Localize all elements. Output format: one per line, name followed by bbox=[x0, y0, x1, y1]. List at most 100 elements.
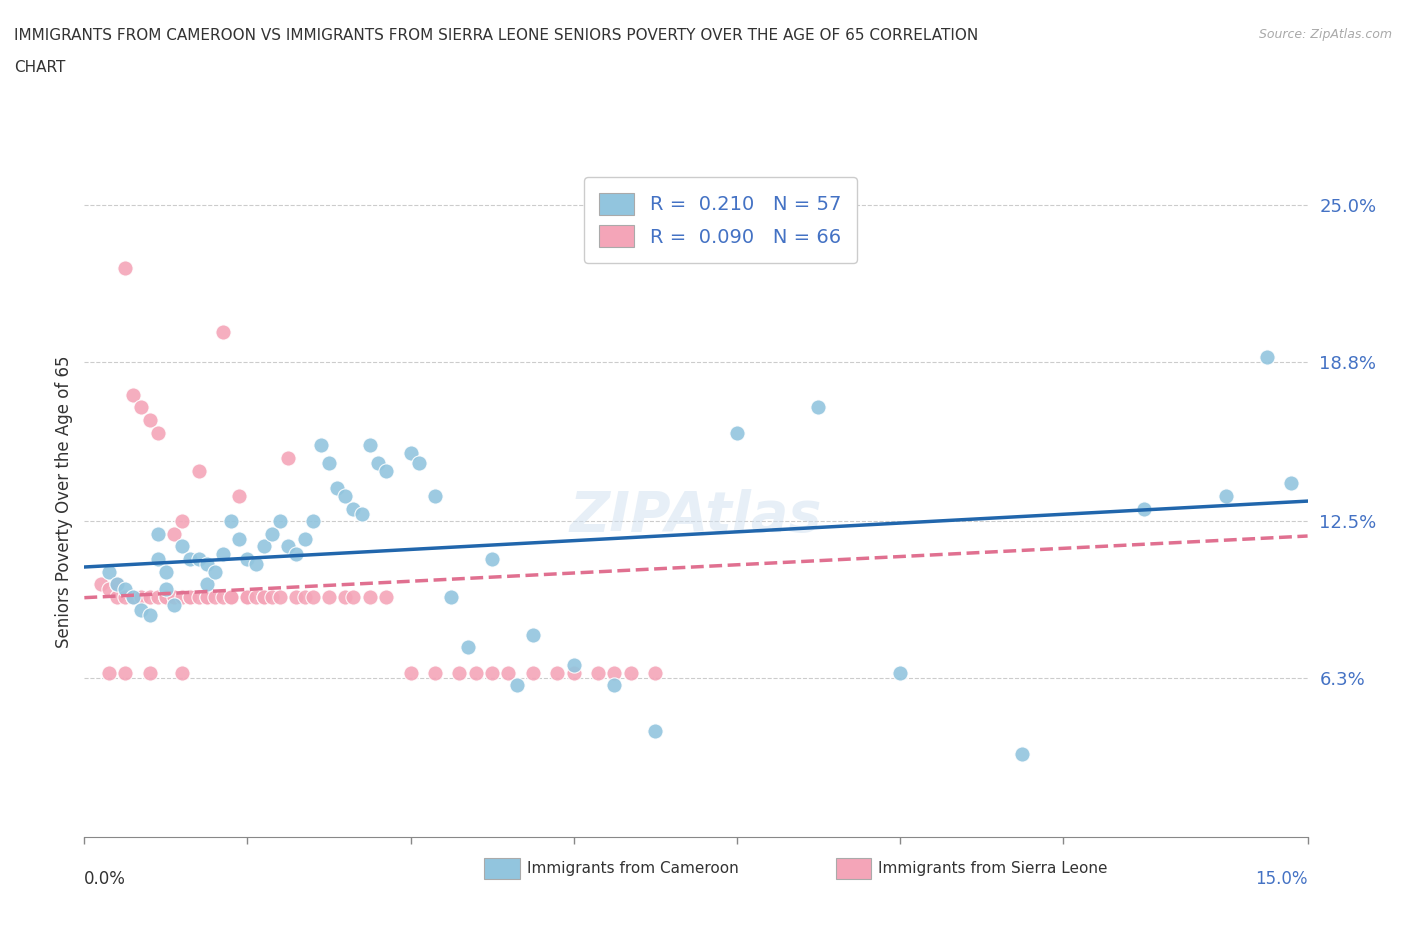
Point bbox=[1256, 350, 1278, 365]
Text: Immigrants from Cameroon: Immigrants from Cameroon bbox=[526, 861, 738, 876]
Point bbox=[807, 400, 830, 415]
Point bbox=[97, 565, 120, 579]
Point bbox=[725, 425, 748, 440]
Point bbox=[318, 456, 340, 471]
Point bbox=[1215, 488, 1237, 503]
Point bbox=[172, 539, 194, 554]
Point bbox=[260, 526, 283, 541]
Point bbox=[204, 590, 226, 604]
Point bbox=[179, 590, 201, 604]
Point bbox=[163, 526, 186, 541]
Point bbox=[114, 582, 136, 597]
Text: 15.0%: 15.0% bbox=[1256, 870, 1308, 887]
Point bbox=[122, 590, 145, 604]
Point bbox=[172, 590, 194, 604]
Point bbox=[309, 438, 332, 453]
Point bbox=[408, 456, 430, 471]
Point bbox=[644, 665, 666, 680]
Point bbox=[440, 590, 463, 604]
Point bbox=[301, 590, 323, 604]
Point bbox=[481, 551, 503, 566]
Text: Source: ZipAtlas.com: Source: ZipAtlas.com bbox=[1258, 28, 1392, 41]
Point bbox=[195, 577, 218, 591]
Point bbox=[522, 665, 544, 680]
Point bbox=[195, 557, 218, 572]
Point bbox=[294, 531, 316, 546]
Point bbox=[301, 513, 323, 528]
Point bbox=[620, 665, 643, 680]
Point bbox=[522, 628, 544, 643]
Point bbox=[114, 261, 136, 276]
Point bbox=[498, 665, 520, 680]
Text: ZIPAtlas: ZIPAtlas bbox=[569, 488, 823, 542]
Point bbox=[114, 665, 136, 680]
Point bbox=[399, 445, 422, 460]
Point bbox=[204, 565, 226, 579]
Point bbox=[219, 513, 242, 528]
Point bbox=[367, 456, 389, 471]
Point bbox=[342, 501, 364, 516]
Point bbox=[253, 539, 276, 554]
Point bbox=[195, 590, 218, 604]
FancyBboxPatch shape bbox=[484, 858, 520, 879]
Point bbox=[562, 658, 585, 672]
Point bbox=[603, 665, 626, 680]
Point bbox=[423, 488, 446, 503]
Point bbox=[464, 665, 486, 680]
Point bbox=[138, 607, 160, 622]
Point bbox=[236, 551, 259, 566]
Point bbox=[326, 481, 349, 496]
Point bbox=[195, 590, 218, 604]
Text: Immigrants from Sierra Leone: Immigrants from Sierra Leone bbox=[877, 861, 1108, 876]
Point bbox=[277, 450, 299, 465]
Point bbox=[318, 590, 340, 604]
Point bbox=[146, 425, 169, 440]
Point bbox=[105, 577, 128, 591]
Point bbox=[187, 590, 209, 604]
Point bbox=[342, 590, 364, 604]
Point bbox=[423, 665, 446, 680]
Point bbox=[179, 551, 201, 566]
Point bbox=[138, 590, 160, 604]
Point bbox=[114, 590, 136, 604]
Point bbox=[449, 665, 471, 680]
Point bbox=[253, 590, 276, 604]
Point bbox=[172, 665, 194, 680]
Point bbox=[163, 597, 186, 612]
Point bbox=[359, 590, 381, 604]
Point bbox=[179, 590, 201, 604]
Point bbox=[359, 438, 381, 453]
Y-axis label: Seniors Poverty Over the Age of 65: Seniors Poverty Over the Age of 65 bbox=[55, 356, 73, 648]
Point bbox=[228, 531, 250, 546]
Point bbox=[285, 547, 308, 562]
Point bbox=[105, 577, 128, 591]
Point bbox=[219, 590, 242, 604]
Text: 0.0%: 0.0% bbox=[84, 870, 127, 887]
Point bbox=[335, 488, 357, 503]
Point bbox=[146, 551, 169, 566]
Point bbox=[155, 590, 177, 604]
Point bbox=[155, 590, 177, 604]
Point bbox=[505, 678, 527, 693]
Point bbox=[146, 590, 169, 604]
Point bbox=[457, 640, 479, 655]
Point bbox=[212, 590, 235, 604]
FancyBboxPatch shape bbox=[835, 858, 870, 879]
Point bbox=[163, 590, 186, 604]
Point bbox=[155, 582, 177, 597]
Point bbox=[155, 590, 177, 604]
Point bbox=[375, 463, 398, 478]
Point bbox=[245, 590, 267, 604]
Point bbox=[245, 557, 267, 572]
Point bbox=[172, 513, 194, 528]
Point bbox=[253, 590, 276, 604]
Point bbox=[97, 665, 120, 680]
Point bbox=[269, 513, 291, 528]
Point bbox=[187, 463, 209, 478]
Point bbox=[285, 590, 308, 604]
Point bbox=[375, 590, 398, 604]
Text: IMMIGRANTS FROM CAMEROON VS IMMIGRANTS FROM SIERRA LEONE SENIORS POVERTY OVER TH: IMMIGRANTS FROM CAMEROON VS IMMIGRANTS F… bbox=[14, 28, 979, 43]
Point bbox=[236, 590, 259, 604]
Point bbox=[122, 388, 145, 403]
Point bbox=[155, 565, 177, 579]
